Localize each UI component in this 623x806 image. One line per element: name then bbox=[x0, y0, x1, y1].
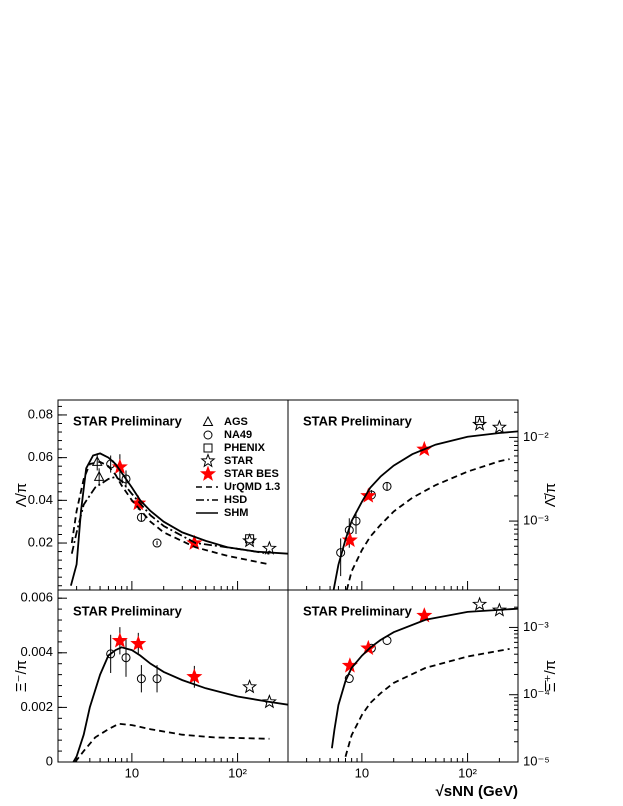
legend-label: NA49 bbox=[224, 429, 252, 441]
marker-circle bbox=[121, 474, 131, 484]
y-tick-label: 0 bbox=[46, 753, 53, 768]
legend-marker bbox=[200, 453, 216, 468]
plot-area bbox=[70, 452, 288, 586]
marker-star-filled bbox=[186, 668, 203, 684]
legend-label: PHENIX bbox=[224, 442, 266, 454]
marker-star-filled bbox=[360, 487, 377, 503]
y-tick-label: 0.08 bbox=[28, 406, 53, 421]
legend-marker bbox=[202, 415, 214, 426]
marker-star bbox=[472, 416, 488, 431]
y-tick-label: 0.06 bbox=[28, 449, 53, 464]
plot-area bbox=[331, 596, 518, 757]
marker-star-filled bbox=[416, 607, 433, 623]
y-tick-label: 0.002 bbox=[20, 699, 53, 714]
marker-star bbox=[261, 540, 277, 555]
marker-circle bbox=[382, 481, 392, 491]
y-tick-label: 10⁻³ bbox=[523, 513, 549, 528]
y-tick-label: 10⁻³ bbox=[523, 619, 549, 634]
plot-area bbox=[332, 416, 518, 590]
x-tick-label: 10² bbox=[228, 765, 247, 780]
legend-label: STAR bbox=[224, 455, 253, 467]
y-tick-label: 10⁻⁴ bbox=[523, 686, 550, 701]
y-tick-label: 10⁻² bbox=[523, 429, 549, 444]
marker-star bbox=[261, 693, 277, 709]
x-axis-label: √sNN (GeV) bbox=[436, 783, 518, 800]
curve-dashed bbox=[74, 722, 270, 762]
legend-marker bbox=[203, 443, 213, 453]
y-axis-label: Λ̄/π bbox=[542, 483, 559, 508]
marker-star-filled bbox=[111, 632, 128, 648]
curve-dashdot bbox=[70, 475, 270, 555]
marker-circle bbox=[152, 538, 162, 548]
marker-star bbox=[242, 678, 258, 694]
y-axis-label: Ξ̄⁺/π bbox=[542, 660, 559, 692]
legend-label: SHM bbox=[224, 507, 248, 519]
y-tick-label: 0.04 bbox=[28, 492, 53, 507]
marker-circle bbox=[121, 653, 131, 663]
annotation: STAR Preliminary bbox=[73, 413, 183, 428]
legend-label: AGS bbox=[224, 416, 248, 428]
curve-dashed bbox=[344, 648, 510, 757]
marker-circle bbox=[136, 674, 146, 684]
x-tick-label: 10 bbox=[125, 765, 139, 780]
x-tick-label: 10 bbox=[355, 765, 369, 780]
plot-area bbox=[72, 627, 288, 762]
marker-circle bbox=[106, 649, 116, 659]
marker-star-filled bbox=[130, 635, 147, 651]
legend-marker bbox=[199, 465, 217, 481]
y-tick-label: 0.004 bbox=[20, 644, 53, 659]
curve-solid bbox=[70, 452, 288, 586]
y-tick-label: 10⁻⁵ bbox=[523, 753, 550, 768]
x-tick-label: 10² bbox=[458, 765, 477, 780]
annotation: STAR Preliminary bbox=[303, 413, 413, 428]
y-axis-label: Ξ⁻/π bbox=[13, 660, 30, 692]
marker-circle bbox=[152, 674, 162, 684]
curve-solid bbox=[332, 430, 518, 590]
curve-dashed bbox=[345, 458, 510, 590]
y-axis-label: Λ/π bbox=[13, 483, 30, 508]
annotation: STAR Preliminary bbox=[303, 603, 413, 618]
legend-label: UrQMD 1.3 bbox=[224, 481, 280, 493]
marker-triangle bbox=[93, 470, 105, 481]
legend-label: HSD bbox=[224, 494, 247, 506]
legend-marker bbox=[203, 430, 213, 440]
marker-star bbox=[491, 602, 507, 617]
curve-solid bbox=[331, 607, 518, 749]
marker-star bbox=[242, 532, 258, 548]
marker-star-filled bbox=[341, 531, 358, 548]
curve-solid bbox=[72, 646, 288, 762]
y-tick-label: 0.006 bbox=[20, 590, 53, 605]
marker-star bbox=[472, 596, 488, 611]
y-tick-label: 0.02 bbox=[28, 534, 53, 549]
annotation: STAR Preliminary bbox=[73, 603, 183, 618]
marker-star bbox=[491, 419, 507, 434]
legend-label: STAR BES bbox=[224, 468, 279, 480]
plot-frame bbox=[287, 589, 519, 763]
marker-circle bbox=[136, 512, 146, 522]
